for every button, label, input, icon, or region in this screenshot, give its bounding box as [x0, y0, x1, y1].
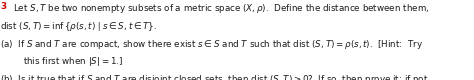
Text: dist $(S, T) = \inf\{\rho(s, t) \mid s \in S, t \in T\}$.: dist $(S, T) = \inf\{\rho(s, t) \mid s \… [0, 20, 157, 33]
Text: (a)  If $S$ and $T$ are compact, show there exist $s \in S$ and $T$ such that di: (a) If $S$ and $T$ are compact, show the… [0, 38, 423, 51]
Text: this first when $|S| = 1$.]: this first when $|S| = 1$.] [23, 55, 123, 68]
Text: Let $S, T$ be two nonempty subsets of a metric space $(X, \rho)$.  Define the di: Let $S, T$ be two nonempty subsets of a … [13, 2, 429, 15]
Text: (b)  Is it true that if $S$ and $T$ are disjoint closed sets, then dist $(S, T) : (b) Is it true that if $S$ and $T$ are d… [0, 73, 428, 80]
Text: 3: 3 [0, 2, 6, 11]
